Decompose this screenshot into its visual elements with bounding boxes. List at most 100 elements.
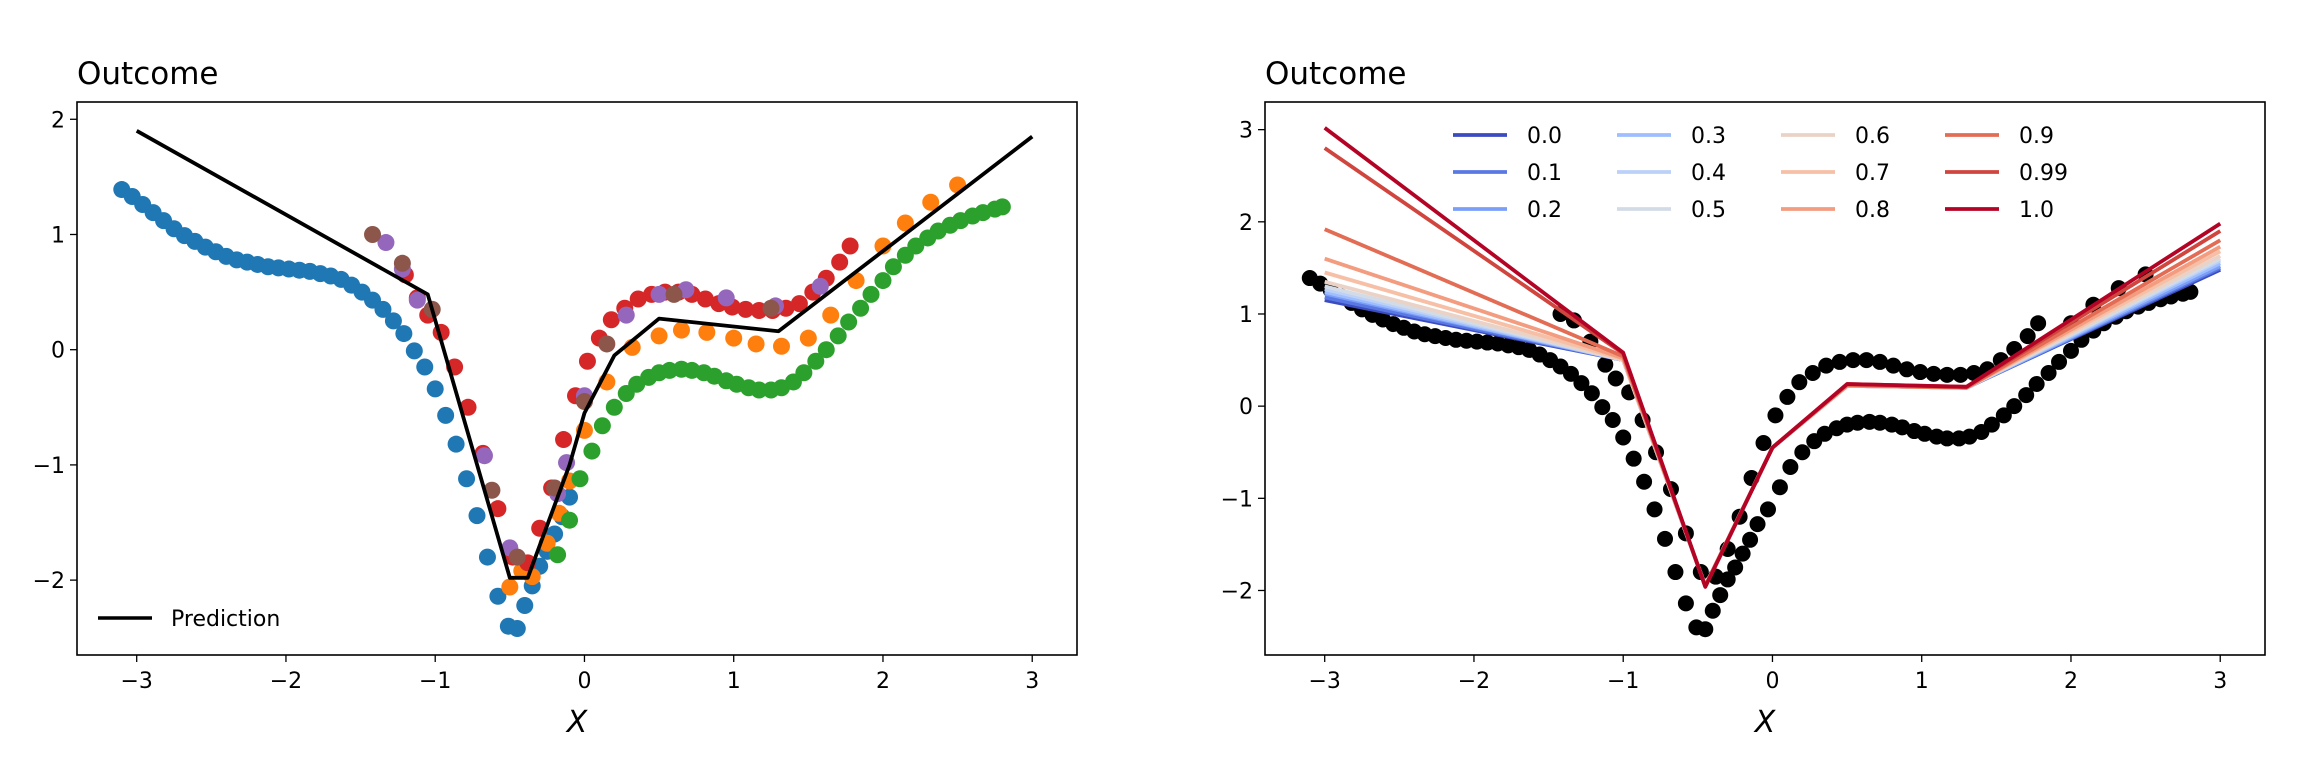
data-point [2019, 328, 2036, 345]
data-point-orange [896, 214, 914, 232]
data-point [1677, 595, 1694, 612]
data-point-green [829, 327, 847, 345]
series-line-1_0 [1323, 126, 2222, 589]
data-point [2028, 376, 2045, 393]
y-tick-label: 0 [51, 339, 65, 364]
legend-label: 0.99 [2019, 161, 2068, 186]
legend-label: 0.4 [1691, 161, 1726, 186]
data-point [1712, 587, 1729, 604]
data-point-blue [437, 406, 455, 424]
data-point-orange [501, 578, 519, 596]
data-point-green [807, 352, 825, 370]
data-point [1697, 621, 1714, 638]
data-point [2062, 342, 2079, 359]
data-point-green [884, 258, 902, 276]
data-point-blue [426, 380, 444, 398]
legend-label: 0.6 [1855, 124, 1890, 149]
data-point-purple [475, 447, 493, 465]
data-point-green [593, 417, 611, 435]
data-point-orange [650, 327, 668, 345]
data-point-red [459, 398, 477, 416]
data-point [1858, 352, 1875, 369]
legend-label: 0.0 [1527, 124, 1562, 149]
data-point [1727, 559, 1744, 576]
data-point-red [629, 290, 647, 308]
legend-label: 0.2 [1527, 198, 1562, 223]
x-tick-label: 3 [1025, 669, 1039, 694]
legend-label: 0.7 [1855, 161, 1890, 186]
x-tick-label: −3 [1308, 669, 1340, 694]
data-point-red [696, 290, 714, 308]
data-point-red [841, 237, 859, 255]
legend-label: 1.0 [2019, 198, 2054, 223]
data-point-green [605, 398, 623, 416]
data-point-green [583, 442, 601, 460]
data-point [1871, 353, 1888, 370]
data-point [1625, 450, 1642, 467]
data-point [1667, 564, 1684, 581]
plot-frame [76, 101, 1078, 656]
data-point-brown [598, 335, 616, 353]
data-point [1583, 385, 1600, 402]
data-point [1597, 356, 1614, 373]
data-point-blue [447, 435, 465, 453]
x-tick-label: −2 [270, 669, 302, 694]
data-point-green [907, 237, 925, 255]
data-point-blue [416, 358, 434, 376]
legend-label: 0.5 [1691, 198, 1726, 223]
data-point-green [840, 313, 858, 331]
data-point-red [737, 300, 755, 318]
data-point [1771, 479, 1788, 496]
legend-label: 0.9 [2019, 124, 2054, 149]
data-point-blue [516, 596, 534, 614]
data-point [1562, 365, 1579, 382]
y-tick-label: 0 [1239, 395, 1253, 420]
x-tick-label: −2 [1458, 669, 1490, 694]
data-point-orange [672, 321, 690, 339]
data-point [1885, 357, 1902, 374]
data-point [1898, 361, 1915, 378]
data-point-orange [725, 329, 743, 347]
data-point [1995, 407, 2012, 424]
data-point [1573, 375, 1590, 392]
data-point-blue [468, 507, 486, 525]
data-point-brown [762, 299, 780, 317]
data-point-purple [650, 285, 668, 303]
data-point-green [993, 198, 1011, 216]
data-point [1615, 429, 1632, 446]
data-point [1939, 366, 1956, 383]
data-point [2040, 364, 2057, 381]
data-point-brown [393, 254, 411, 272]
data-point-red [790, 295, 808, 313]
data-point-orange [922, 193, 940, 211]
legend: 0.0 0.1 0.2 0.3 0.4 0.5 0.6 0.7 0.8 0.9 0.99 1.0 [1453, 124, 2068, 223]
data-point [1749, 516, 1766, 533]
data-point-blue [405, 342, 423, 360]
data-point [1983, 416, 2000, 433]
y-tick-label: −2 [33, 569, 65, 594]
data-point [1657, 530, 1673, 547]
data-point-blue [489, 587, 507, 605]
data-point [2030, 315, 2047, 332]
data-point-purple [717, 289, 735, 307]
data-point-red [602, 311, 620, 329]
y-tick-label: 1 [1239, 303, 1253, 328]
plot-frame [1264, 101, 2266, 656]
data-point [1779, 388, 1796, 405]
data-point-brown [364, 225, 382, 243]
legend: Prediction [98, 607, 280, 632]
data-point [2051, 353, 2068, 370]
chart-title: Outcome [77, 56, 218, 92]
data-point [1804, 364, 1821, 381]
data-point-brown [665, 285, 683, 303]
data-point [1912, 364, 1929, 381]
data-point [1916, 425, 1933, 442]
x-tick-label: −1 [419, 669, 451, 694]
data-point-orange [822, 306, 840, 324]
y-tick-label: −1 [1221, 487, 1253, 512]
data-point-blue [508, 620, 526, 638]
legend-label: 0.3 [1691, 124, 1726, 149]
